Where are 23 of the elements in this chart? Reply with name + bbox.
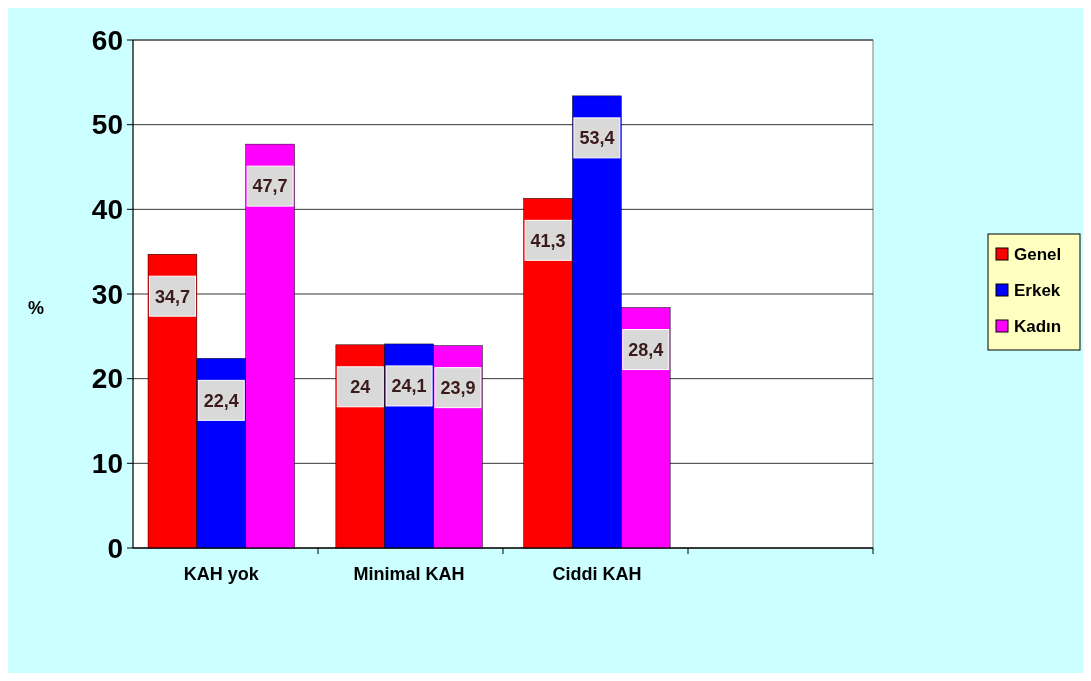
y-tick-label: 50: [91, 109, 123, 141]
y-tick-label: 10: [91, 448, 123, 480]
y-tick-label: 30: [91, 278, 123, 310]
data-label: 24,1: [391, 376, 427, 397]
data-label: 22,4: [203, 390, 239, 411]
y-axis-title: %: [27, 298, 45, 318]
data-label: 28,4: [628, 339, 664, 360]
legend-label: Genel: [1014, 244, 1062, 264]
y-tick-label: 40: [91, 194, 123, 226]
data-label: 41,3: [530, 230, 566, 251]
y-tick-label: 60: [91, 24, 123, 56]
x-tick-label: Ciddi KAH: [552, 564, 642, 584]
data-label: 24: [350, 377, 371, 398]
data-label: 47,7: [252, 176, 288, 197]
legend-label: Kadın: [1014, 316, 1062, 336]
legend-label: Erkek: [1014, 280, 1061, 300]
data-label: 53,4: [579, 128, 615, 149]
data-label: 23,9: [440, 377, 476, 398]
x-tick-label: Minimal KAH: [353, 564, 465, 584]
y-tick-label: 20: [91, 363, 123, 395]
y-tick-label: 0: [107, 532, 123, 564]
data-label: 34,7: [154, 286, 190, 307]
x-tick-label: KAH yok: [183, 564, 260, 584]
